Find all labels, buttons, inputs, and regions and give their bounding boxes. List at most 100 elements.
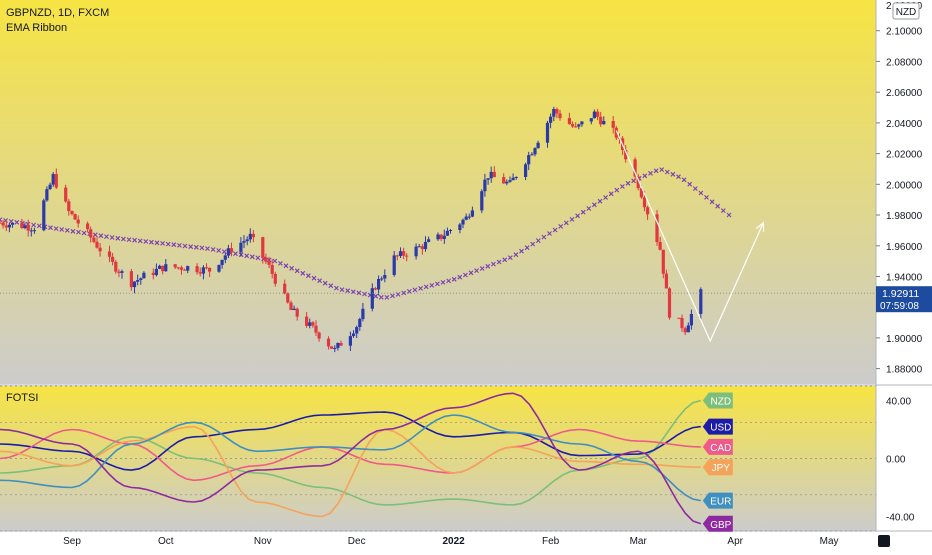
ema-ribbon-marker [70, 228, 76, 234]
currency-tag-label: JPY [712, 463, 731, 474]
fotsi-line-jpy [0, 425, 701, 518]
oscillator-title[interactable]: FOTSI [6, 392, 39, 404]
candle-body [264, 257, 268, 262]
ema-ribbon-marker [698, 190, 704, 196]
symbol-title[interactable]: GBPNZD, 1D, FXCM [6, 7, 110, 19]
candle-body [639, 188, 643, 198]
indicator-title[interactable]: EMA Ribbon [6, 22, 68, 34]
ema-ribbon-marker [289, 265, 294, 271]
projection-path[interactable] [615, 130, 764, 343]
ema-ribbon-marker [362, 291, 367, 297]
ema-ribbon-marker [597, 198, 603, 204]
ema-ribbon-marker [687, 181, 693, 187]
candle-body [32, 230, 36, 232]
ema-ribbon-marker [390, 293, 395, 299]
candle-body [186, 266, 190, 271]
candle-body [470, 210, 474, 217]
time-axis-label: Feb [542, 536, 560, 547]
candle-body [229, 248, 234, 253]
ema-ribbon-marker [373, 293, 379, 299]
ema-ribbon-marker [306, 273, 311, 279]
price-tick-label: 2.00000 [886, 180, 923, 191]
candle-body [502, 177, 506, 184]
candle-body [164, 264, 168, 272]
candle-body [423, 241, 428, 250]
candle-body [330, 346, 334, 349]
candle-body [92, 237, 96, 242]
time-axis-label: Sep [63, 536, 81, 547]
candle-body [602, 121, 606, 125]
ema-ribbon-marker [36, 223, 42, 229]
ema-ribbon-marker [569, 217, 575, 222]
ema-ribbon-marker [614, 187, 620, 193]
ema-ribbon-marker [625, 180, 631, 186]
candle-body [536, 142, 540, 149]
candle-body [86, 223, 90, 230]
candle-body [226, 248, 230, 256]
candle-body [314, 325, 318, 333]
time-axis-label: Dec [348, 536, 366, 547]
candle-body [567, 118, 571, 125]
candle-body [120, 271, 124, 273]
ema-ribbon-marker [221, 249, 227, 254]
candle-body [570, 124, 575, 127]
chart-legend: GBPNZD, 1D, FXCM EMA Ribbon [6, 6, 109, 36]
ema-ribbon-marker [519, 248, 524, 254]
price-tick-label: 2.06000 [886, 88, 923, 99]
ema-ribbon-marker [143, 239, 149, 244]
ema-ribbon-marker [3, 218, 8, 223]
settings-corner-button[interactable] [878, 535, 890, 547]
currency-tag-label: CAD [710, 443, 731, 454]
candle-body [70, 211, 74, 215]
candle-body [76, 219, 80, 224]
candle-body [251, 233, 255, 238]
candle-body [402, 251, 406, 256]
ema-ribbon-marker [681, 177, 687, 183]
candle-body [655, 214, 659, 242]
ema-ribbon-marker [446, 278, 451, 284]
candle-body [198, 272, 202, 274]
ema-ribbon-marker [575, 213, 580, 219]
candle-body [20, 222, 24, 228]
candle-body [445, 230, 449, 236]
candle-body [311, 322, 315, 326]
candle-body [596, 111, 600, 117]
candle-body [351, 333, 356, 337]
candle-body [533, 148, 537, 155]
current-price-label: 1.92911 [882, 288, 919, 300]
currency-tag-cad [702, 438, 733, 455]
candle-body [633, 159, 637, 177]
candle-body [176, 267, 180, 269]
candle-body [0, 222, 2, 224]
candle-body [439, 234, 443, 239]
ema-ribbon-marker [322, 280, 328, 286]
ema-ribbon-marker [620, 184, 625, 189]
currency-badge[interactable] [892, 2, 920, 20]
candle-body [139, 278, 143, 280]
candle-body [173, 264, 177, 268]
currency-tag-eur [702, 492, 733, 509]
candle-body [29, 230, 33, 232]
candle-body [242, 241, 246, 243]
candle-body [292, 308, 296, 310]
ema-ribbon-marker [300, 270, 306, 276]
ema-ribbon-marker [709, 199, 715, 205]
candle-body [589, 118, 593, 122]
ema-ribbon-marker [31, 222, 36, 228]
candle-body [51, 174, 55, 185]
ema-ribbon-marker [244, 253, 250, 259]
ema-ribbon-marker [552, 227, 558, 233]
ema-ribbon-marker [334, 285, 339, 291]
ema-ribbon-marker [670, 171, 676, 177]
candle-body [380, 278, 384, 280]
time-axis-label: Oct [158, 536, 174, 547]
candle-body [483, 179, 487, 192]
ema-ribbon-marker [468, 270, 474, 276]
price-tick-label: 2.04000 [886, 119, 923, 130]
candle-body [599, 116, 603, 125]
ema-ribbon-marker [435, 281, 440, 287]
candle-body [358, 319, 362, 327]
candle-body [661, 249, 665, 274]
